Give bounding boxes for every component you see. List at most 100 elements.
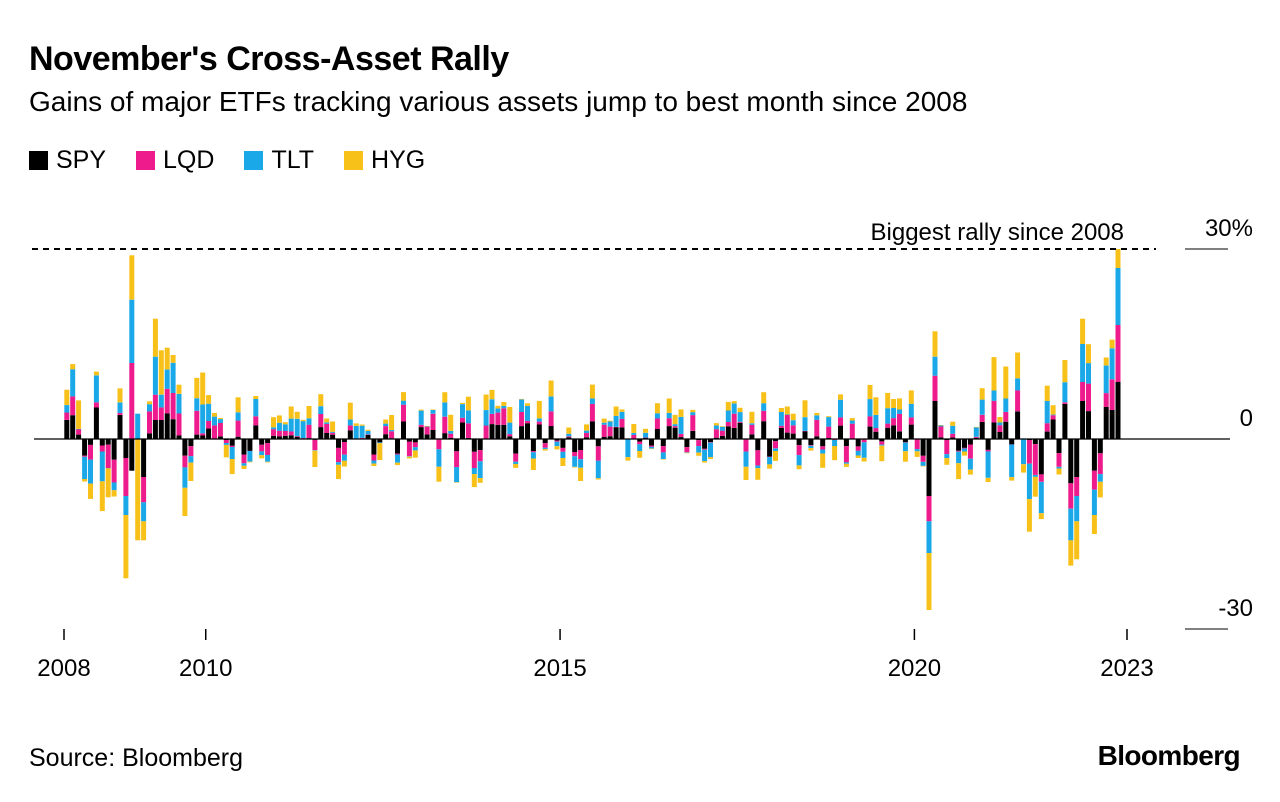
bar-tlt — [383, 423, 389, 427]
bar-tlt — [962, 448, 967, 452]
bar-hyg — [206, 395, 212, 404]
bar-hyg — [631, 424, 637, 433]
bar-tlt — [1038, 481, 1044, 514]
bar-spy — [259, 439, 265, 445]
bar-tlt — [796, 455, 802, 466]
bar-spy — [1109, 410, 1115, 439]
bar-spy — [371, 439, 377, 455]
bar-tlt — [690, 412, 696, 416]
bar-lqd — [572, 452, 578, 457]
bar-tlt — [247, 451, 253, 462]
bar-lqd — [507, 434, 513, 437]
bar-hyg — [607, 420, 613, 422]
bar-lqd — [1103, 393, 1109, 407]
bar-lqd — [920, 455, 926, 462]
bar-hyg — [76, 400, 82, 429]
bar-tlt — [631, 432, 637, 435]
bar-spy — [938, 437, 944, 439]
bar-lqd — [200, 433, 206, 436]
bar-tlt — [448, 430, 454, 434]
bar-tlt — [832, 440, 838, 446]
bar-hyg — [1050, 405, 1056, 415]
bar-lqd — [826, 426, 832, 438]
bar-spy — [572, 439, 578, 452]
bar-tlt — [1032, 475, 1038, 477]
bar-tlt — [359, 425, 365, 438]
bar-lqd — [713, 429, 719, 438]
bar-spy — [749, 434, 755, 439]
bar-tlt — [719, 426, 725, 431]
bar-tlt — [135, 413, 141, 439]
bar-spy — [282, 435, 288, 439]
bar-tlt — [737, 412, 743, 422]
bar-hyg — [271, 417, 276, 428]
x-tick-label: 2020 — [888, 655, 941, 682]
bar-tlt — [973, 427, 979, 437]
bar-hyg — [1062, 360, 1068, 383]
bar-lqd — [371, 454, 377, 461]
bar-lqd — [336, 447, 341, 463]
bar-lqd — [855, 446, 861, 451]
bar-lqd — [536, 421, 542, 425]
bar-lqd — [495, 412, 501, 425]
bar-spy — [879, 439, 885, 442]
bar-lqd — [749, 424, 755, 435]
bar-hyg — [430, 409, 436, 410]
bar-hyg — [601, 418, 607, 423]
bar-lqd — [282, 431, 288, 436]
legend-label-tlt: TLT — [271, 146, 315, 174]
bar-lqd — [838, 417, 843, 426]
bar-spy — [123, 439, 129, 458]
bar-spy — [554, 439, 560, 441]
bar-spy — [1003, 421, 1009, 439]
bar-tlt — [442, 402, 448, 417]
bar-hyg — [1091, 515, 1097, 534]
bar-hyg — [93, 371, 99, 376]
bar-lqd — [737, 421, 743, 423]
bar-lqd — [306, 424, 312, 439]
bar-spy — [1074, 439, 1080, 477]
legend-swatch-spy — [29, 151, 48, 170]
bar-tlt — [820, 449, 826, 454]
bar-tlt — [176, 393, 182, 414]
bar-hyg — [312, 450, 318, 467]
bar-hyg — [1068, 540, 1074, 566]
bar-lqd — [873, 428, 879, 432]
bar-tlt — [920, 461, 926, 466]
bar-spy — [76, 434, 82, 439]
bar-spy — [654, 429, 660, 439]
bar-tlt — [1009, 444, 1015, 478]
bar-spy — [1015, 411, 1021, 439]
bar-hyg — [501, 402, 507, 406]
bar-lqd — [1074, 477, 1080, 496]
bar-tlt — [696, 446, 702, 453]
bar-lqd — [654, 418, 660, 429]
bar-hyg — [802, 400, 808, 418]
bar-lqd — [141, 477, 147, 503]
bar-hyg — [495, 405, 501, 409]
bar-tlt — [1080, 344, 1086, 382]
bar-tlt — [99, 451, 105, 482]
bar-lqd — [318, 414, 324, 428]
bar-spy — [430, 429, 436, 439]
bar-tlt — [111, 482, 117, 491]
bar-spy — [820, 439, 826, 447]
bar-hyg — [306, 406, 312, 419]
bar-tlt — [997, 422, 1003, 426]
bar-tlt — [932, 356, 938, 376]
bar-tlt — [838, 399, 843, 418]
bar-hyg — [843, 463, 849, 467]
bar-lqd — [578, 450, 584, 460]
bar-tlt — [1103, 365, 1109, 394]
bar-tlt — [938, 425, 944, 427]
bar-spy — [217, 436, 223, 439]
bar-spy — [991, 422, 997, 439]
bar-tlt — [885, 408, 891, 424]
bar-tlt — [395, 454, 400, 463]
bar-hyg — [507, 407, 513, 423]
bar-lqd — [105, 444, 111, 469]
bar-hyg — [259, 455, 265, 459]
bar-spy — [324, 432, 330, 439]
bar-spy — [158, 420, 164, 439]
bar-spy — [170, 419, 176, 439]
